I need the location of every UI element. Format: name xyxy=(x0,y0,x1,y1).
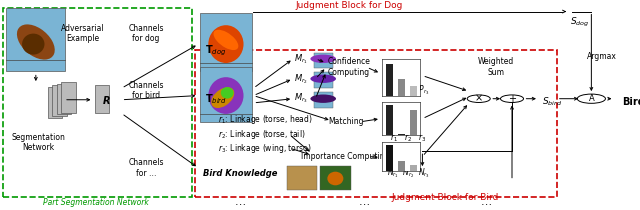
Bar xyxy=(398,134,404,135)
Text: $M_{r_2}$: $M_{r_2}$ xyxy=(294,72,308,85)
FancyBboxPatch shape xyxy=(314,92,333,108)
Circle shape xyxy=(467,95,490,102)
Bar xyxy=(410,86,417,96)
Circle shape xyxy=(577,94,605,103)
Text: Segmentation
Network: Segmentation Network xyxy=(12,133,65,152)
Circle shape xyxy=(310,94,336,103)
Text: Bird: Bird xyxy=(622,97,640,107)
Text: Importance Computing: Importance Computing xyxy=(301,152,390,161)
Text: $M_{r_1}$: $M_{r_1}$ xyxy=(294,52,308,66)
Text: Confidence
Computing: Confidence Computing xyxy=(328,58,370,77)
FancyBboxPatch shape xyxy=(314,72,333,88)
Text: Channels
for …: Channels for … xyxy=(128,158,164,178)
FancyBboxPatch shape xyxy=(48,87,62,118)
Text: Judgment Block for Bird: Judgment Block for Bird xyxy=(391,193,499,202)
Text: $S_{dog}$: $S_{dog}$ xyxy=(570,16,589,29)
Ellipse shape xyxy=(328,172,344,185)
Text: 0: 0 xyxy=(399,118,404,127)
FancyBboxPatch shape xyxy=(314,52,333,68)
Bar xyxy=(386,64,392,96)
FancyBboxPatch shape xyxy=(6,8,65,71)
Ellipse shape xyxy=(17,24,55,60)
Text: $r_1$   $r_2$   $r_3$: $r_1$ $r_2$ $r_3$ xyxy=(390,133,426,144)
Text: Channels
for dog: Channels for dog xyxy=(128,24,164,43)
FancyBboxPatch shape xyxy=(57,84,71,114)
Text: ×: × xyxy=(475,94,483,104)
Bar xyxy=(410,110,417,135)
Circle shape xyxy=(310,55,336,63)
Text: Matching: Matching xyxy=(328,117,364,126)
Text: $M_{r_3}$: $M_{r_3}$ xyxy=(294,92,308,105)
FancyBboxPatch shape xyxy=(61,82,76,113)
Text: $\mathbf{T}_{dog}$: $\mathbf{T}_{dog}$ xyxy=(205,43,226,58)
Text: +: + xyxy=(508,94,516,104)
Ellipse shape xyxy=(209,25,243,63)
Text: …: … xyxy=(481,197,492,207)
Ellipse shape xyxy=(214,30,238,50)
Text: A: A xyxy=(589,94,594,103)
Text: $N_{r_1}$  $N_{r_2}$  $N_{r_3}$: $N_{r_1}$ $N_{r_2}$ $N_{r_3}$ xyxy=(387,167,430,180)
Circle shape xyxy=(500,95,524,102)
Text: Argmax: Argmax xyxy=(587,52,616,61)
FancyBboxPatch shape xyxy=(287,166,317,190)
Bar xyxy=(386,145,392,171)
FancyBboxPatch shape xyxy=(95,85,109,113)
Bar xyxy=(398,161,404,171)
Text: Weighted
Sum: Weighted Sum xyxy=(478,58,514,77)
Text: Part Segmentation Network: Part Segmentation Network xyxy=(43,198,149,206)
Text: $P_{r_1}$  $P_{r_2}$  $P_{r_3}$: $P_{r_1}$ $P_{r_2}$ $P_{r_3}$ xyxy=(390,84,429,97)
Text: Judgment Block for Dog: Judgment Block for Dog xyxy=(295,1,403,10)
Ellipse shape xyxy=(209,77,243,114)
FancyBboxPatch shape xyxy=(52,85,67,116)
Text: $r_1$: Linkage (torse, head): $r_1$: Linkage (torse, head) xyxy=(218,113,312,126)
Text: …: … xyxy=(234,197,246,207)
Text: $r_3$: Linkage (wing, torso): $r_3$: Linkage (wing, torso) xyxy=(218,142,311,155)
Text: Bird Knowledge: Bird Knowledge xyxy=(203,169,277,178)
FancyBboxPatch shape xyxy=(200,67,252,122)
Text: Adversarial
Example: Adversarial Example xyxy=(61,24,105,43)
Ellipse shape xyxy=(221,87,234,98)
Bar xyxy=(410,165,417,171)
Text: …: … xyxy=(359,197,371,207)
Text: $S_{bird}$: $S_{bird}$ xyxy=(542,96,562,108)
Ellipse shape xyxy=(22,34,45,55)
Text: Channels
for bird: Channels for bird xyxy=(128,81,164,100)
Bar xyxy=(386,105,392,135)
Ellipse shape xyxy=(211,87,234,108)
Bar xyxy=(398,79,404,96)
Text: R: R xyxy=(103,96,111,106)
Circle shape xyxy=(310,75,336,83)
Text: $r_2$: Linkage (torse, tail): $r_2$: Linkage (torse, tail) xyxy=(218,128,305,141)
FancyBboxPatch shape xyxy=(320,166,351,190)
FancyBboxPatch shape xyxy=(200,13,252,71)
Text: $\mathbf{T}_{bird}$: $\mathbf{T}_{bird}$ xyxy=(205,92,227,106)
